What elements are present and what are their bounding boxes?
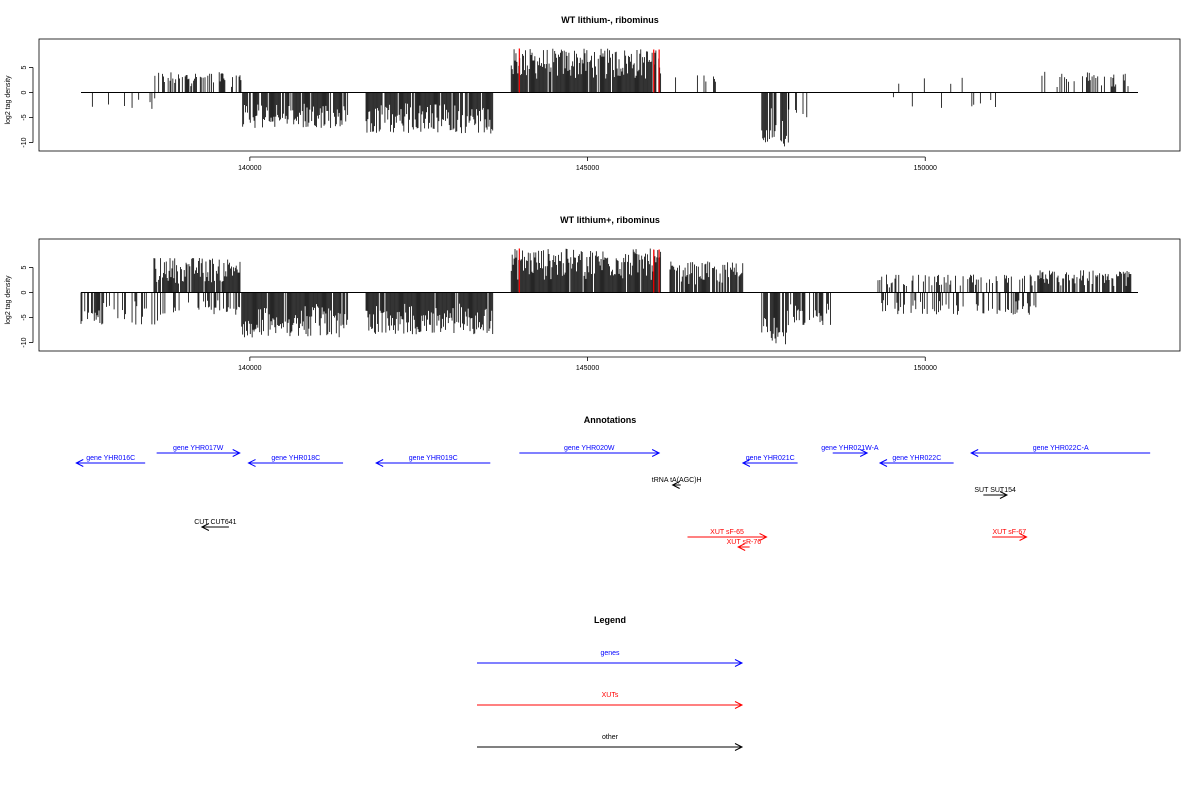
feature-arrow: gene YHR019C bbox=[375, 455, 491, 467]
feature-label: gene YHR021C bbox=[746, 455, 795, 462]
annotations-title: Annotations bbox=[584, 415, 637, 425]
feature-arrow: XUT sR-76 bbox=[727, 539, 762, 551]
axes: -10 -5 0 5 140000 145000 150000 bbox=[21, 65, 937, 172]
feature-label: gene YHR017W bbox=[173, 445, 224, 452]
axes: -10 -5 0 5 140000 145000 150000 bbox=[21, 265, 937, 372]
y-axis-label: log2 tag density bbox=[5, 275, 12, 325]
feature-label: SUT SUT154 bbox=[974, 487, 1016, 494]
x-tick-label: 150000 bbox=[914, 165, 937, 172]
track-panel-lithium-minus: WT lithium-, ribominus log2 tag density … bbox=[5, 15, 1181, 172]
y-tick-label: 5 bbox=[21, 65, 28, 69]
feature-arrow: CUT CUT641 bbox=[194, 519, 237, 531]
x-tick-label: 140000 bbox=[238, 165, 261, 172]
feature-arrow: gene YHR016C bbox=[75, 455, 146, 467]
y-tick-label: 0 bbox=[21, 90, 28, 94]
feature-arrow: gene YHR020W bbox=[519, 445, 661, 457]
feature-label: tRNA tA(AGC)H bbox=[652, 477, 702, 484]
legend-arrow bbox=[477, 659, 744, 667]
signal-bars bbox=[80, 248, 1138, 345]
plot-frame bbox=[38, 238, 1181, 352]
feature-label: gene YHR016C bbox=[86, 455, 135, 462]
legend-label: XUTs bbox=[602, 692, 619, 699]
feature-arrow: gene YHR018C bbox=[247, 455, 344, 467]
x-tick-label: 140000 bbox=[238, 365, 261, 372]
x-tick-label: 150000 bbox=[914, 365, 937, 372]
feature-label: gene YHR019C bbox=[409, 455, 458, 462]
feature-arrow: gene YHR022C-A bbox=[970, 445, 1151, 457]
annotation-features: gene YHR016C gene YHR017W gene YHR018C gene… bbox=[75, 445, 1151, 551]
legend-item: genes bbox=[477, 650, 744, 667]
feature-label: XUT sR-76 bbox=[727, 539, 762, 546]
feature-arrow: gene YHR022C bbox=[878, 455, 954, 467]
feature-arrow: XUT sF-67 bbox=[992, 529, 1028, 541]
legend-panel: Legend genes XUTs other bbox=[477, 615, 744, 751]
track-title: WT lithium+, ribominus bbox=[560, 215, 660, 225]
legend-item: XUTs bbox=[477, 692, 744, 709]
feature-label: gene YHR018C bbox=[271, 455, 320, 462]
feature-arrow: XUT sF-65 bbox=[687, 529, 768, 541]
feature-label: gene YHR021W-A bbox=[821, 445, 879, 452]
legend-arrow bbox=[477, 701, 744, 709]
y-tick-label: -10 bbox=[21, 137, 28, 147]
y-tick-label: -10 bbox=[21, 337, 28, 347]
y-tick-label: 5 bbox=[21, 265, 28, 269]
x-tick-label: 145000 bbox=[576, 365, 599, 372]
legend-label: other bbox=[602, 734, 619, 741]
y-tick-label: -5 bbox=[21, 114, 28, 120]
feature-arrow: tRNA tA(AGC)H bbox=[652, 477, 702, 489]
feature-label: gene YHR022C bbox=[892, 455, 941, 462]
x-tick-label: 145000 bbox=[576, 165, 599, 172]
plot-frame bbox=[38, 38, 1181, 152]
legend-item: other bbox=[477, 734, 744, 751]
feature-label: XUT sF-67 bbox=[992, 529, 1026, 536]
legend-title: Legend bbox=[594, 615, 626, 625]
signal-bars bbox=[81, 48, 1138, 147]
legend-items: genes XUTs other bbox=[477, 650, 744, 751]
feature-arrow: gene YHR021C bbox=[741, 455, 798, 467]
feature-label: XUT sF-65 bbox=[710, 529, 744, 536]
legend-label: genes bbox=[600, 650, 620, 657]
y-axis-label: log2 tag density bbox=[5, 75, 12, 125]
y-tick-label: -5 bbox=[21, 314, 28, 320]
feature-arrow: gene YHR021W-A bbox=[821, 445, 879, 457]
legend-arrow bbox=[477, 743, 744, 751]
y-tick-label: 0 bbox=[21, 290, 28, 294]
feature-label: gene YHR020W bbox=[564, 445, 615, 452]
track-panel-lithium-plus: WT lithium+, ribominus log2 tag density … bbox=[5, 215, 1181, 372]
feature-label: CUT CUT641 bbox=[194, 519, 236, 526]
feature-arrow: gene YHR017W bbox=[156, 445, 241, 457]
feature-label: gene YHR022C-A bbox=[1033, 445, 1089, 452]
track-title: WT lithium-, ribominus bbox=[561, 15, 659, 25]
feature-arrow: SUT SUT154 bbox=[974, 487, 1016, 499]
